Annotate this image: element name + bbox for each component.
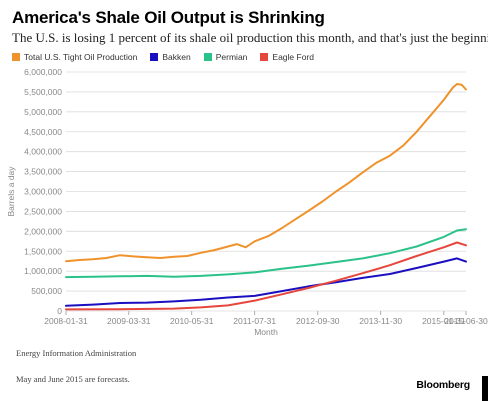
- series-line-permian: [65, 228, 467, 279]
- y-tick-label: 2,000,000: [24, 226, 62, 236]
- y-tick-label: 1,000,000: [24, 266, 62, 276]
- line-chart: 0 500,000 1,000,000 1,500,000 2,000,000 2,500…: [6, 67, 488, 337]
- legend-item-eagle-ford: Eagle Ford: [260, 52, 314, 62]
- legend-swatch-bakken: [150, 53, 159, 61]
- y-axis-title: Barrels a day: [6, 166, 16, 217]
- x-tick-label: 2011-07-31: [233, 316, 276, 326]
- chart-legend: Total U.S. Tight Oil Production Bakken P…: [12, 51, 327, 63]
- legend-item-total: Total U.S. Tight Oil Production: [12, 52, 137, 62]
- y-tick-label: 4,000,000: [24, 147, 62, 157]
- y-tick-label: 0: [57, 306, 62, 316]
- chart-title: America's Shale Oil Output is Shrinking: [12, 8, 325, 27]
- legend-label-total: Total U.S. Tight Oil Production: [24, 52, 138, 62]
- y-tick-label: 3,000,000: [24, 187, 62, 197]
- series-line-total: [65, 83, 467, 263]
- y-tick-label: 3,500,000: [24, 167, 62, 177]
- x-tick-label: 2010-05-31: [170, 316, 214, 326]
- y-tick-label: 5,500,000: [24, 87, 62, 97]
- x-tick-label: 2015-06-30: [444, 316, 488, 326]
- chart-subtitle: The U.S. is losing 1 percent of its shal…: [12, 30, 488, 45]
- forecast-note: May and June 2015 are forecasts.: [16, 374, 130, 384]
- legend-item-bakken: Bakken: [150, 52, 191, 62]
- x-tick-label: 2008-01-31: [44, 316, 88, 326]
- x-axis-title: Month: [254, 327, 278, 337]
- legend-item-permian: Permian: [203, 52, 248, 62]
- legend-swatch-total: [12, 53, 20, 61]
- x-tick-label: 2012-09-30: [296, 316, 340, 326]
- y-tick-label: 5,000,000: [24, 107, 62, 117]
- legend-swatch-eagle-ford: [260, 53, 269, 61]
- x-tick-label: 2013-11-30: [359, 316, 402, 326]
- y-tick-label: 6,000,000: [24, 67, 62, 77]
- brand-bar: [482, 376, 488, 401]
- y-tick-label: 2,500,000: [24, 206, 62, 216]
- y-tick-label: 4,500,000: [24, 127, 62, 137]
- y-tick-label: 1,500,000: [24, 246, 62, 256]
- legend-label-eagle-ford: Eagle Ford: [272, 52, 314, 62]
- brand-logo: Bloomberg: [416, 379, 470, 391]
- legend-label-permian: Permian: [215, 52, 248, 62]
- x-tick-label: 2009-03-31: [107, 316, 151, 326]
- x-tick-label: 2015-01-31: [422, 316, 466, 326]
- y-tick-label: 500,000: [31, 286, 62, 296]
- legend-label-bakken: Bakken: [162, 52, 191, 62]
- series-line-eagle-ford: [65, 241, 467, 311]
- legend-swatch-permian: [203, 53, 212, 61]
- source-note: Energy Information Administration: [16, 348, 137, 358]
- series-line-bakken: [65, 257, 467, 307]
